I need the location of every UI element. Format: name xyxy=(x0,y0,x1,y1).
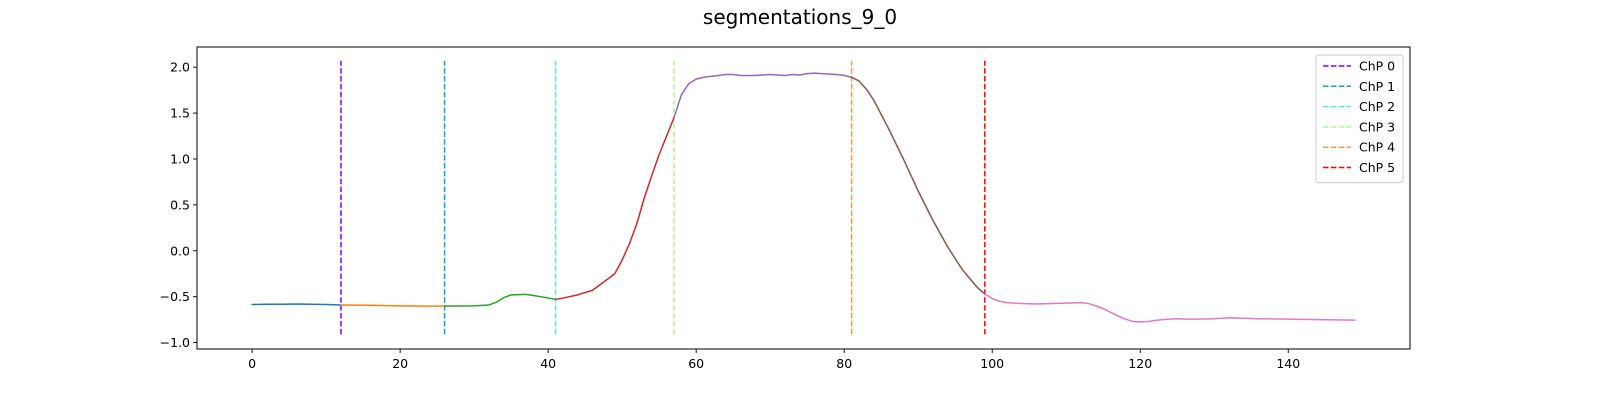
legend: ChP 0 ChP 1 ChP 2 ChP 3 ChP 4 ChP 5 xyxy=(1315,54,1404,184)
series-segment-6 xyxy=(984,293,1356,323)
y-tick-label: 0.0 xyxy=(170,243,190,258)
plot-frame xyxy=(196,46,1411,350)
x-tick-label: 40 xyxy=(540,356,556,371)
y-tick-label: 1.0 xyxy=(170,151,190,166)
x-tick-label: 60 xyxy=(688,356,704,371)
x-tick-label: 100 xyxy=(980,356,1004,371)
y-tick-label: −1.0 xyxy=(160,335,190,350)
plot-area xyxy=(196,46,1411,350)
y-tick-label: 0.5 xyxy=(170,197,190,212)
series-segment-5 xyxy=(850,76,986,295)
legend-label-2: ChP 2 xyxy=(1359,99,1395,114)
legend-label-1: ChP 1 xyxy=(1359,79,1395,94)
x-tick-label: 20 xyxy=(392,356,408,371)
y-tick-label: 1.5 xyxy=(170,106,190,121)
series-segment-2 xyxy=(443,293,557,307)
legend-label-4: ChP 4 xyxy=(1359,140,1395,155)
x-axis: 0 20 40 60 80 100 120 140 xyxy=(248,349,1300,371)
series-segment-1 xyxy=(340,304,446,307)
legend-label-0: ChP 0 xyxy=(1359,59,1395,74)
chart-title: segmentations_9_0 xyxy=(703,5,897,29)
y-tick-label: −0.5 xyxy=(160,289,190,304)
legend-label-5: ChP 5 xyxy=(1359,160,1395,175)
x-tick-label: 140 xyxy=(1276,356,1300,371)
series-segment-4 xyxy=(673,72,853,119)
series-segment-3 xyxy=(554,116,675,301)
legend-label-3: ChP 3 xyxy=(1359,119,1395,134)
x-tick-label: 0 xyxy=(248,356,256,371)
x-tick-label: 80 xyxy=(836,356,852,371)
y-axis: −1.0 −0.5 0.0 0.5 1.0 1.5 2.0 xyxy=(160,60,197,350)
y-tick-label: 2.0 xyxy=(170,60,190,75)
series-segment-0 xyxy=(251,303,342,306)
x-tick-label: 120 xyxy=(1128,356,1152,371)
legend-box xyxy=(1315,54,1404,184)
